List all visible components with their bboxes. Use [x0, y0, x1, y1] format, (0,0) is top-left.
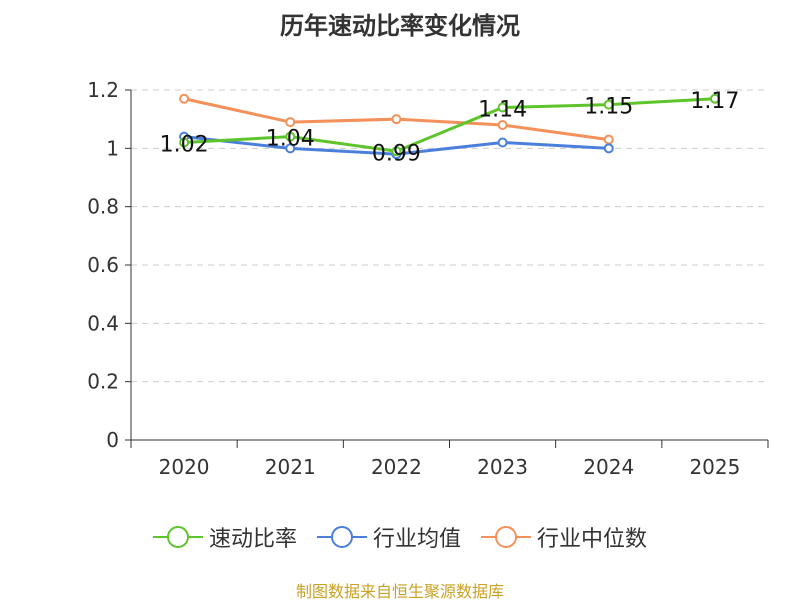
grid-lines	[131, 89, 768, 383]
data-label: 1.17	[690, 89, 739, 114]
data-point	[179, 137, 190, 148]
y-tick-label: 1.2	[87, 78, 119, 102]
legend-item-industry-mean[interactable]: 行业均值	[316, 521, 461, 553]
data-point	[497, 137, 508, 148]
x-tick-label: 2023	[477, 455, 528, 479]
x-tick-label: 2024	[583, 455, 634, 479]
chart-title: 历年速动比率变化情况	[280, 12, 520, 40]
legend-item-industry-median[interactable]: 行业中位数	[481, 521, 647, 553]
y-tick-label: 1	[106, 136, 119, 160]
source-note: 制图数据来自恒生聚源数据库	[295, 582, 504, 601]
data-label: 1.14	[478, 98, 527, 123]
x-tick-label: 2021	[265, 455, 316, 479]
x-tick-label: 2020	[159, 455, 210, 479]
series-lines	[179, 93, 720, 160]
legend-label: 行业中位数	[537, 527, 648, 552]
y-tick-label: 0.2	[87, 370, 119, 394]
x-tick-label: 2022	[371, 455, 422, 479]
legend-label: 速动比率	[208, 527, 297, 552]
data-point	[285, 117, 296, 128]
legend-marker-industry-median	[481, 526, 531, 548]
data-point	[497, 102, 508, 113]
line-chart: 0 0.2 0.4 0.6 0.8 1 1.2 2020 2021 2022 2023 2024 202…	[87, 78, 769, 479]
y-tick-label: 0	[106, 428, 119, 452]
data-point	[603, 99, 614, 110]
data-point	[391, 114, 402, 125]
legend-label: 行业均值	[372, 527, 461, 552]
legend-marker-quick-ratio	[152, 526, 203, 548]
data-label: 1.15	[584, 95, 633, 120]
legend: 速动比率 行业均值 行业中位数	[0, 520, 800, 554]
data-labels: 1.02 1.04 0.99 1.14 1.15 1.17	[160, 89, 740, 167]
data-label: 1.04	[266, 127, 315, 152]
axes: 0 0.2 0.4 0.6 0.8 1 1.2 2020 2021 2022 2023 2024 202…	[87, 78, 769, 479]
data-point	[391, 146, 402, 157]
data-point	[709, 93, 720, 104]
data-point	[603, 143, 614, 154]
data-label: 0.99	[372, 141, 421, 166]
data-point	[497, 120, 508, 130]
y-tick-label: 0.4	[87, 311, 119, 335]
data-point	[285, 143, 296, 154]
data-point	[603, 134, 614, 145]
x-tick-label: 2025	[689, 455, 740, 479]
y-tick-label: 0.6	[87, 253, 119, 277]
legend-marker-industry-mean	[316, 526, 367, 548]
data-point	[179, 93, 190, 104]
y-tick-label: 0.8	[87, 195, 119, 219]
legend-item-quick-ratio[interactable]: 速动比率	[152, 521, 297, 553]
data-label: 1.02	[160, 133, 209, 158]
series-line	[184, 97, 715, 153]
data-point	[285, 131, 296, 142]
